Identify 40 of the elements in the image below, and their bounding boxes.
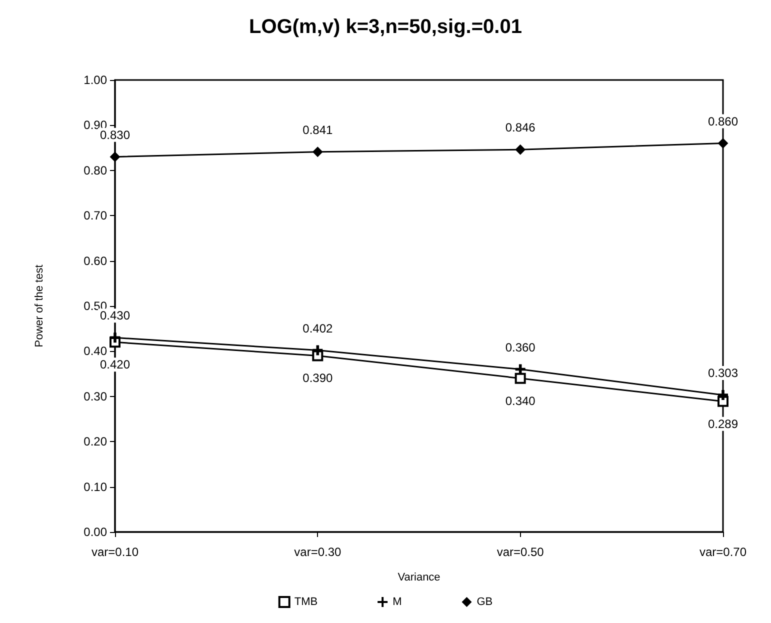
y-tick-label: 0.30 (84, 389, 108, 404)
legend-label: GB (476, 596, 493, 608)
chart-title: LOG(m,v) k=3,n=50,sig.=0.01 (249, 16, 522, 38)
data-label: 0.420 (100, 358, 130, 372)
point (312, 345, 323, 356)
y-tick-label: 0.80 (84, 163, 108, 178)
data-label: 0.430 (100, 308, 130, 323)
data-label: 0.360 (505, 340, 536, 354)
point (718, 390, 728, 400)
data-label: 0.340 (505, 394, 536, 408)
x-tick-label: var=0.70 (699, 545, 747, 559)
legend-label: M (392, 596, 402, 608)
data-label: 0.289 (708, 416, 738, 431)
point (515, 144, 526, 155)
x-tick-label: var=0.50 (496, 545, 544, 559)
point (514, 372, 526, 384)
x-tick-label: var=0.10 (91, 545, 139, 559)
data-label: 0.860 (708, 114, 738, 128)
data-label: 0.830 (100, 128, 130, 142)
y-tick-label: 0.00 (84, 525, 108, 539)
data-label: 0.303 (708, 366, 738, 380)
point (718, 138, 728, 148)
data-label: 0.841 (302, 122, 334, 137)
x-axis-title: Variance (398, 572, 440, 584)
point (110, 332, 120, 343)
y-tick-label: 0.60 (84, 254, 108, 268)
y-tick-label: 0.10 (84, 480, 108, 494)
point (312, 146, 323, 157)
point (110, 152, 120, 162)
data-label: 0.390 (302, 371, 334, 386)
point (515, 364, 526, 374)
data-label: 0.402 (302, 321, 334, 336)
x-tick-label: var=0.30 (294, 545, 342, 559)
legend-label: TMB (294, 596, 318, 608)
data-label: 0.846 (505, 120, 536, 135)
y-tick-label: 1.00 (84, 73, 108, 87)
y-tick-label: 0.70 (84, 208, 108, 223)
y-tick-label: 0.20 (84, 434, 108, 449)
y-tick-label: 0.40 (84, 344, 108, 358)
y-axis-title: Power of the test (34, 264, 46, 348)
